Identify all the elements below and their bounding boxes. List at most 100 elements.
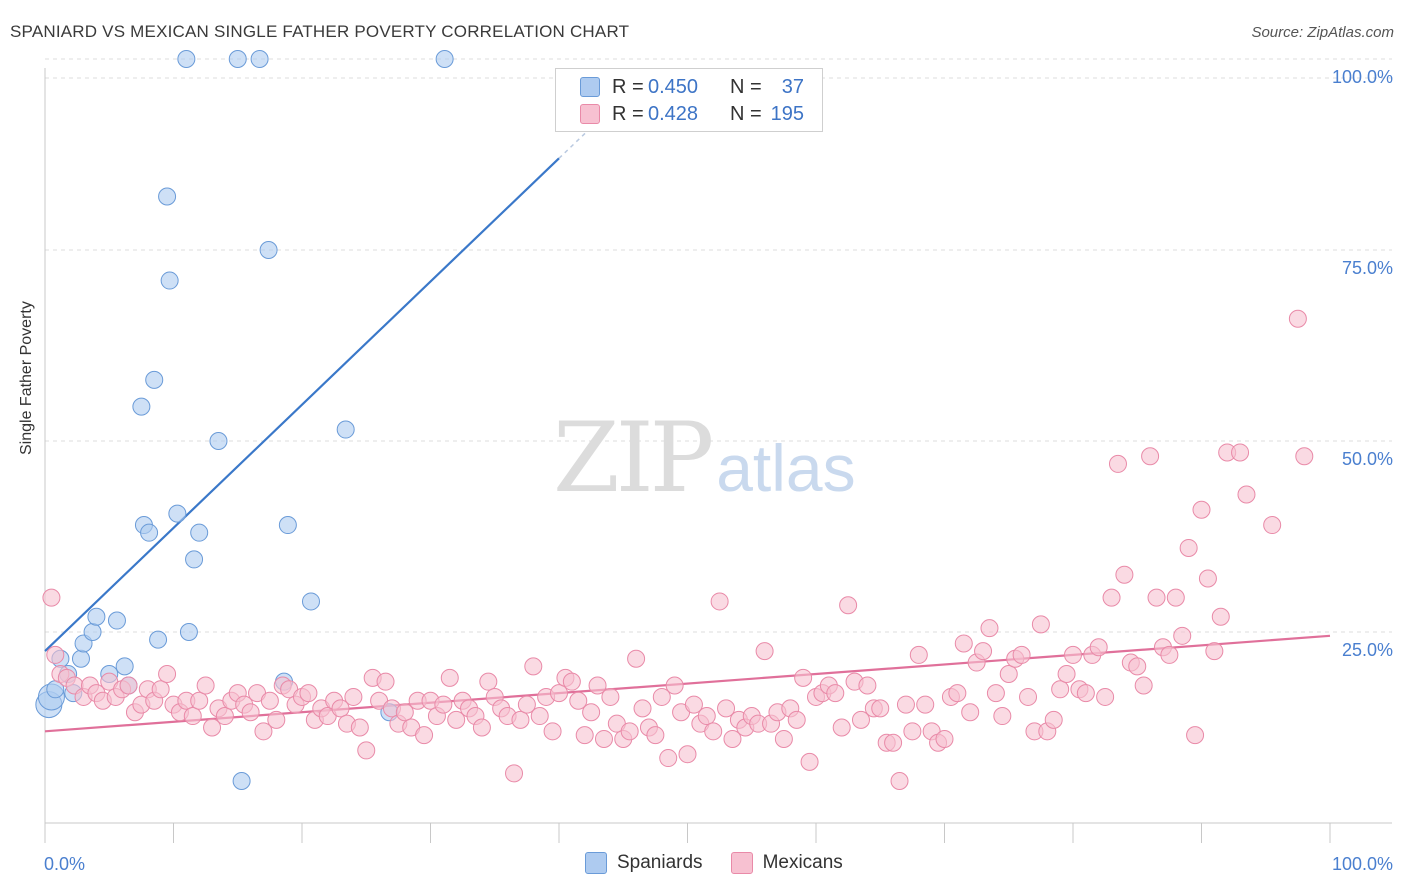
point-spaniards: [190, 523, 209, 542]
point-mexicans: [697, 707, 716, 726]
trend-lines: [44, 114, 1331, 733]
point-mexicans: [479, 672, 498, 691]
point-mexicans: [909, 645, 928, 664]
point-spaniards: [228, 50, 247, 68]
point-mexicans: [1115, 565, 1134, 584]
point-mexicans: [524, 657, 543, 676]
point-mexicans: [505, 764, 524, 783]
series-legend-item-mexicans[interactable]: Mexicans: [730, 852, 843, 874]
point-mexicans: [1128, 657, 1147, 676]
point-mexicans: [472, 718, 491, 737]
point-mexicans: [1179, 538, 1198, 557]
y-tick-label: 100.0%: [1332, 67, 1393, 87]
point-mexicans: [678, 745, 697, 764]
point-mexicans: [357, 741, 376, 760]
point-mexicans: [684, 695, 703, 714]
series-swatch-mexicans: [730, 852, 753, 874]
point-mexicans: [203, 718, 222, 737]
point-mexicans: [594, 729, 613, 748]
point-mexicans: [299, 684, 318, 703]
legend-n-label: N =: [730, 75, 762, 98]
point-mexicans: [601, 687, 620, 706]
point-mexicans: [267, 710, 286, 729]
point-mexicans: [890, 771, 909, 790]
correlation-legend: R = 0.450 N = 37 R = 0.428 N = 195: [555, 68, 823, 132]
point-mexicans: [633, 699, 652, 718]
point-mexicans: [543, 722, 562, 741]
legend-r-label: R =: [612, 102, 644, 125]
point-mexicans: [961, 703, 980, 722]
point-mexicans: [755, 642, 774, 661]
point-mexicans: [1160, 645, 1179, 664]
tick-labels: 25.0% 50.0% 75.0% 100.0% 0.0% 100.0%: [44, 67, 1393, 874]
point-mexicans: [588, 676, 607, 695]
point-mexicans: [954, 634, 973, 653]
point-spaniards: [278, 516, 297, 535]
point-spaniards: [158, 187, 177, 206]
point-mexicans: [1198, 569, 1217, 588]
point-mexicans: [999, 665, 1018, 684]
point-mexicans: [575, 726, 594, 745]
point-mexicans: [151, 680, 170, 699]
series-label-spaniards: Spaniards: [617, 852, 703, 873]
y-tick-label: 50.0%: [1342, 449, 1393, 469]
point-spaniards: [132, 397, 151, 416]
point-mexicans: [254, 722, 273, 741]
point-mexicans: [1166, 588, 1185, 607]
legend-r-value: 0.428: [648, 102, 699, 125]
point-mexicans: [1012, 645, 1031, 664]
chart-title: SPANIARD VS MEXICAN SINGLE FATHER POVERT…: [10, 22, 630, 41]
legend-row-spaniards: R = 0.450 N = 37: [580, 75, 804, 99]
y-tick-label: 75.0%: [1342, 258, 1393, 278]
point-mexicans: [858, 676, 877, 695]
point-mexicans: [710, 592, 729, 611]
point-mexicans: [1147, 588, 1166, 607]
point-mexicans: [916, 695, 935, 714]
legend-row-mexicans: R = 0.428 N = 195: [580, 102, 804, 126]
point-mexicans: [851, 710, 870, 729]
point-mexicans: [1089, 638, 1108, 657]
point-mexicans: [582, 703, 601, 722]
point-mexicans: [331, 699, 350, 718]
point-spaniards: [145, 370, 164, 389]
point-mexicans: [550, 684, 568, 703]
series-swatch-spaniards: [585, 852, 607, 874]
point-mexicans: [447, 710, 466, 729]
trend-line-spaniards: [44, 157, 560, 652]
data-points: [35, 50, 1314, 790]
point-mexicans: [1211, 607, 1230, 626]
point-mexicans: [1134, 676, 1153, 695]
series-legend-item-spaniards[interactable]: Spaniards: [585, 852, 703, 874]
legend-swatch-spaniards: [580, 77, 600, 97]
point-spaniards: [435, 50, 454, 68]
point-mexicans: [1057, 665, 1076, 684]
point-mexicans: [395, 703, 414, 722]
point-mexicans: [415, 726, 434, 745]
point-mexicans: [46, 645, 65, 664]
point-spaniards: [149, 630, 168, 649]
point-mexicans: [986, 684, 1005, 703]
series-legend: Spaniards Mexicans: [585, 852, 871, 874]
point-mexicans: [1192, 500, 1211, 519]
point-mexicans: [241, 703, 260, 722]
point-mexicans: [1051, 680, 1070, 699]
point-mexicans: [562, 672, 581, 691]
point-mexicans: [1044, 710, 1063, 729]
point-mexicans: [1288, 309, 1307, 328]
point-mexicans: [1096, 687, 1115, 706]
source-credit: Source: ZipAtlas.com: [1251, 24, 1394, 41]
point-mexicans: [774, 729, 793, 748]
point-mexicans: [1102, 588, 1121, 607]
point-mexicans: [652, 687, 671, 706]
point-mexicans: [260, 691, 279, 710]
point-mexicans: [569, 691, 588, 710]
point-mexicans: [620, 722, 639, 741]
point-mexicans: [723, 729, 742, 748]
point-mexicans: [1019, 687, 1038, 706]
point-mexicans: [1263, 516, 1282, 535]
point-mexicans: [787, 710, 806, 729]
point-mexicans: [158, 665, 177, 684]
point-mexicans: [1076, 684, 1095, 703]
point-mexicans: [1231, 443, 1250, 462]
